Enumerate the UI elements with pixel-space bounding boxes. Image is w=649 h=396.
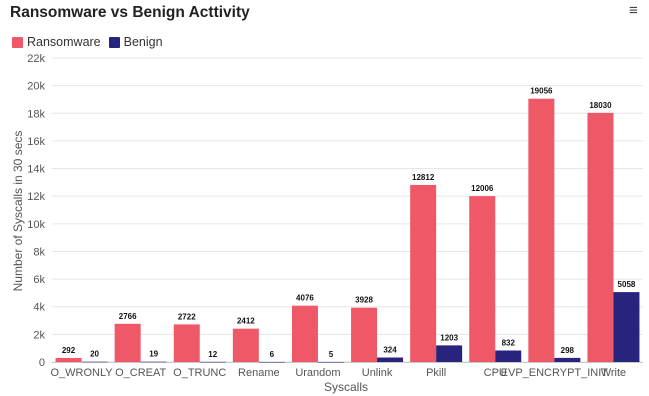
data-label-benign: 6 bbox=[270, 350, 275, 359]
data-label-benign: 12 bbox=[208, 350, 217, 359]
bar-ransomware bbox=[587, 112, 614, 362]
legend-item-ransomware[interactable]: Ransomware bbox=[12, 35, 101, 49]
data-label-benign: 832 bbox=[502, 339, 516, 348]
y-tick-label: 4k bbox=[33, 302, 45, 314]
data-label-ransomware: 18030 bbox=[589, 101, 612, 110]
y-tick-label: 0 bbox=[39, 357, 45, 369]
hamburger-menu-icon[interactable]: ≡ bbox=[629, 2, 638, 19]
x-tick-label: Unlink bbox=[362, 367, 393, 379]
bar-benign bbox=[436, 345, 463, 362]
bar-benign bbox=[81, 361, 108, 363]
bar-ransomware bbox=[410, 184, 437, 362]
y-axis-title: Number of Syscalls in 30 secs bbox=[11, 131, 25, 292]
data-label-benign: 20 bbox=[90, 350, 99, 359]
x-tick-label: EVP_ENCRYPT_INIT bbox=[501, 367, 609, 379]
bar-ransomware bbox=[469, 196, 496, 362]
data-label-ransomware: 4076 bbox=[296, 294, 314, 303]
bar-benign bbox=[613, 292, 640, 362]
x-tick-label: O_CREAT bbox=[115, 367, 166, 379]
data-label-ransomware: 12812 bbox=[412, 173, 435, 182]
data-label-ransomware: 3928 bbox=[355, 296, 373, 305]
data-label-benign: 1203 bbox=[440, 333, 458, 342]
bar-ransomware bbox=[351, 307, 378, 362]
x-tick-label: O_TRUNC bbox=[173, 367, 226, 379]
bar-benign bbox=[495, 350, 522, 362]
y-axis-ticks: 0 2k 4k 6k 8k 10k 12k 14k 16k 18k 20k 22k bbox=[27, 53, 45, 369]
y-tick-label: 22k bbox=[27, 53, 45, 65]
legend-swatch-ransomware bbox=[12, 36, 23, 48]
legend-swatch-benign bbox=[108, 36, 120, 48]
data-label-ransomware: 2722 bbox=[178, 312, 196, 321]
bar-benign bbox=[199, 361, 226, 363]
bar-benign bbox=[377, 357, 404, 362]
y-tick-label: 14k bbox=[27, 164, 45, 176]
bar-ransomware bbox=[232, 328, 259, 362]
y-tick-label: 18k bbox=[27, 108, 45, 120]
x-tick-label: O_WRONLY bbox=[50, 367, 113, 379]
bar-ransomware bbox=[114, 323, 141, 362]
bar-ransomware bbox=[173, 324, 200, 362]
data-label-benign: 324 bbox=[383, 346, 397, 355]
x-tick-label: Urandom bbox=[295, 367, 340, 379]
bar-ransomware bbox=[528, 98, 555, 362]
x-tick-label: Rename bbox=[238, 367, 280, 379]
y-tick-label: 2k bbox=[33, 329, 45, 341]
data-label-ransomware: 292 bbox=[62, 346, 76, 355]
y-tick-label: 16k bbox=[27, 136, 45, 148]
bar-benign bbox=[140, 361, 167, 363]
y-tick-label: 12k bbox=[27, 191, 45, 203]
data-label-ransomware: 2766 bbox=[119, 312, 137, 321]
bar-benign bbox=[317, 361, 344, 363]
data-label-ransomware: 12006 bbox=[471, 184, 494, 193]
data-labels: 292 20 2766 19 2722 12 2412 6 4076 5 3928 324 12812 1… bbox=[62, 87, 636, 359]
chart-legend: Ransomware Benign bbox=[12, 35, 171, 49]
y-tick-label: 8k bbox=[33, 246, 45, 258]
x-axis-ticks: O_WRONLY O_CREAT O_TRUNC Rename Urandom Unlin… bbox=[50, 367, 626, 379]
data-label-benign: 19 bbox=[149, 350, 158, 359]
data-label-benign: 298 bbox=[561, 346, 575, 355]
data-label-ransomware: 2412 bbox=[237, 317, 255, 326]
data-label-benign: 5058 bbox=[618, 280, 636, 289]
x-tick-label: Pkill bbox=[426, 367, 446, 379]
legend-label-ransomware: Ransomware bbox=[27, 35, 101, 49]
bar-benign bbox=[554, 357, 581, 362]
bar-benign bbox=[258, 361, 285, 363]
y-tick-label: 6k bbox=[33, 274, 45, 286]
data-label-benign: 5 bbox=[329, 350, 334, 359]
bar-ransomware bbox=[291, 305, 318, 362]
legend-label-benign: Benign bbox=[123, 35, 163, 49]
data-label-ransomware: 19056 bbox=[530, 87, 553, 96]
y-tick-label: 20k bbox=[27, 81, 45, 93]
x-tick-label: Write bbox=[601, 367, 626, 379]
x-axis-title: Syscalls bbox=[324, 380, 368, 394]
bars bbox=[55, 98, 640, 363]
chart-title: Ransomware vs Benign Acttivity bbox=[10, 4, 250, 21]
y-tick-label: 10k bbox=[27, 219, 45, 231]
x-tick-label: CPU bbox=[484, 367, 507, 379]
legend-item-benign[interactable]: Benign bbox=[108, 35, 163, 49]
bar-ransomware bbox=[55, 357, 82, 362]
